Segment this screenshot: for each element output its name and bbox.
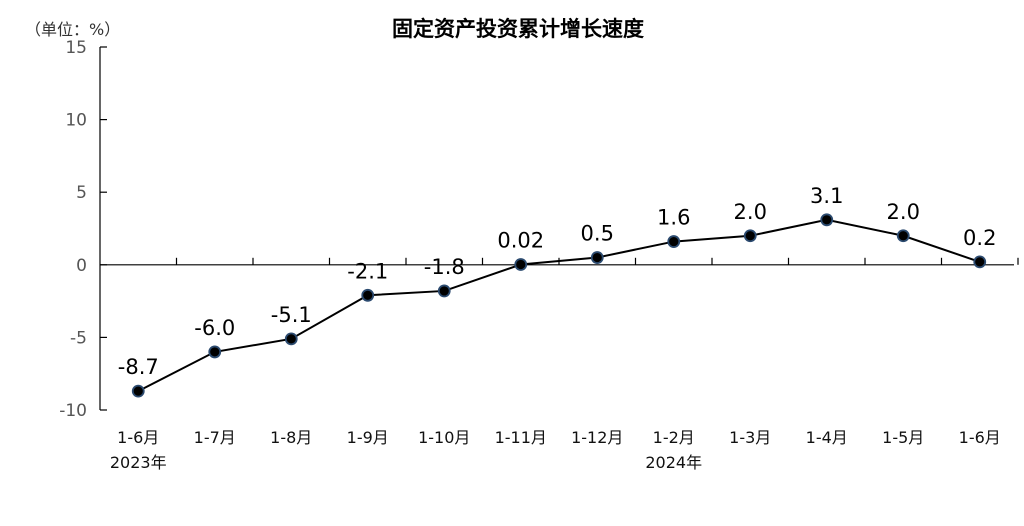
x-tick-label: 1-7月 [194,428,236,447]
data-point [820,213,834,227]
data-point [437,284,451,298]
data-label: 2.0 [887,200,920,224]
x-tick-label: 1-9月 [347,428,389,447]
data-point [208,345,222,359]
data-label: 0.02 [497,229,544,253]
x-ticks: 1-6月 1-7月 1-8月 1-9月 1-10月 1-11月 1-12月 1-2月 1-3月 1… [117,257,1019,447]
data-label: 3.1 [810,184,843,208]
data-label: -1.8 [424,255,465,279]
data-labels: -8.7 -6.0 -5.1 -2.1 -1.8 0.02 0.5 1.6 2.0 3.1 2.0 0… [118,184,997,379]
data-point [361,288,375,302]
series-line [137,218,981,393]
data-label: -5.1 [271,303,312,327]
y-tick-label: 0 [76,256,87,276]
data-label: -8.7 [118,355,159,379]
y-tick-label: 10 [65,111,87,131]
data-point [667,235,681,248]
y-tick-label: -5 [70,328,87,348]
data-label: 0.2 [963,226,996,250]
year-labels: 2023年 2024年 [110,453,702,472]
x-tick-label: 1-6月 [959,428,1001,447]
data-point [590,251,604,264]
data-point [743,229,757,243]
x-tick-label: 1-5月 [882,428,924,447]
chart-title: 固定资产投资累计增长速度 [392,17,644,41]
data-label: 1.6 [657,206,690,230]
y-tick-label: 5 [76,183,87,203]
x-tick-label: 1-12月 [571,428,623,447]
x-tick-label: 1-10月 [418,428,470,447]
x-tick-label: 1-6月 [117,428,159,447]
data-points [131,213,987,398]
x-tick-label: 1-3月 [729,428,771,447]
data-point [896,229,910,243]
x-tick-label: 1-11月 [495,428,547,447]
y-tick-label: 15 [65,38,87,58]
data-label: -2.1 [347,259,388,283]
y-tick-label: -10 [59,401,87,421]
year-label: 2024年 [645,453,702,472]
data-point [131,384,145,398]
data-point [284,332,298,346]
data-label: -6.0 [194,316,235,340]
data-label: 0.5 [581,222,614,246]
data-point [514,258,528,271]
unit-label: （单位：%） [25,20,120,39]
x-tick-label: 1-4月 [806,428,848,447]
x-tick-label: 1-2月 [653,428,695,447]
data-label: 2.0 [734,200,767,224]
year-label: 2023年 [110,453,167,472]
data-point [973,255,987,269]
y-ticks: -10 -5 0 5 10 15 [59,38,107,421]
x-tick-label: 1-8月 [270,428,312,447]
